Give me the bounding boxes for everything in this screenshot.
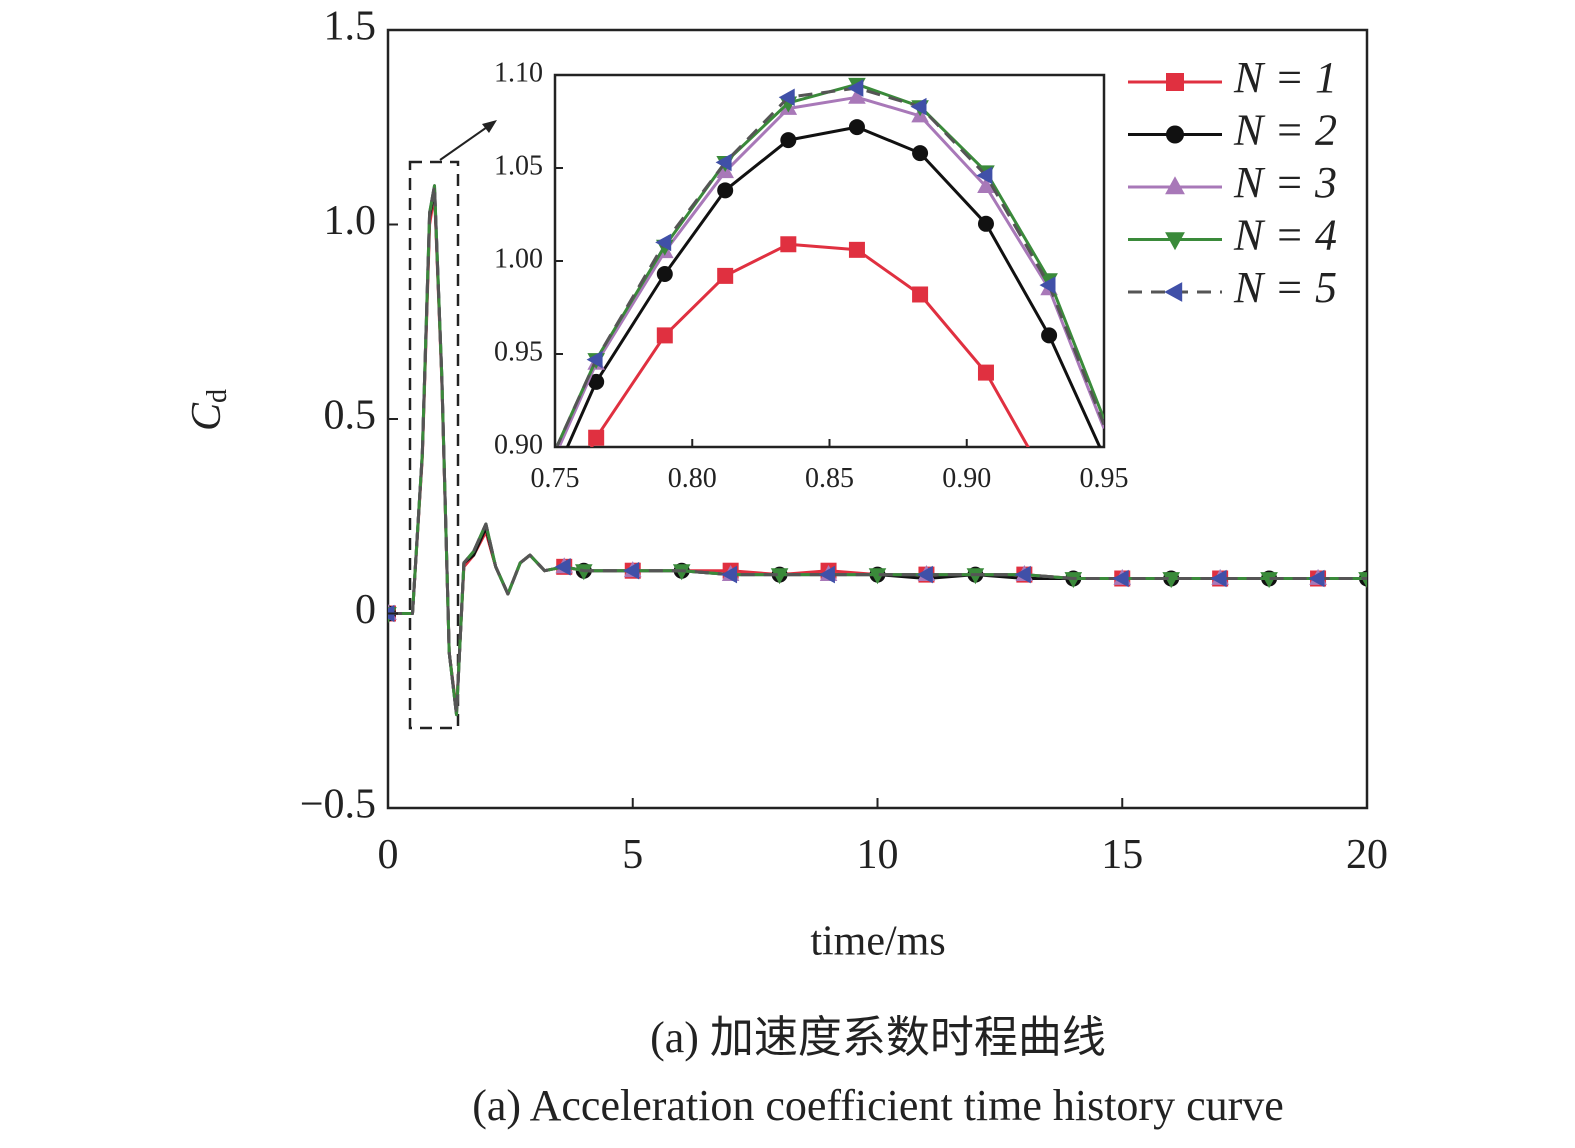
x-tick-label: 0.75	[531, 463, 580, 494]
marker	[715, 153, 732, 172]
marker	[1064, 572, 1083, 589]
series-line	[589, 242, 1030, 447]
marker	[554, 558, 571, 576]
legend-label: N = 4	[1233, 211, 1337, 260]
marker	[1041, 476, 1057, 492]
marker	[1308, 569, 1325, 588]
marker	[721, 565, 738, 584]
legend-label: N = 2	[1233, 106, 1337, 155]
x-tick-label: 15	[1101, 832, 1143, 878]
zoom-arrow	[439, 124, 491, 161]
marker	[910, 97, 927, 116]
marker	[780, 236, 797, 253]
marker	[868, 568, 887, 585]
marker	[778, 88, 795, 107]
marker	[977, 177, 995, 193]
marker	[623, 561, 640, 580]
x-axis-label: time/ms	[810, 919, 945, 965]
series-line	[565, 125, 1102, 447]
marker	[586, 350, 603, 369]
marker	[1112, 569, 1129, 588]
marker	[1039, 276, 1056, 294]
legend-label: N = 1	[1233, 53, 1337, 102]
x-tick-label: 0.95	[1080, 463, 1129, 494]
marker	[976, 166, 993, 185]
marker	[847, 79, 864, 97]
x-tick-label: 0	[378, 832, 399, 878]
y-tick-label: −0.5	[300, 782, 376, 828]
y-tick-label: 1.10	[494, 57, 543, 88]
marker	[848, 119, 865, 136]
zoom-box	[408, 160, 460, 730]
y-tick-label: 0.90	[494, 429, 543, 460]
marker	[1166, 125, 1184, 144]
caption-cn: (a) 加速度系数时程曲线	[650, 1013, 1106, 1062]
marker	[818, 565, 835, 584]
x-tick-label: 0.80	[668, 463, 717, 494]
marker	[1164, 282, 1183, 302]
series-line	[388, 184, 1367, 717]
marker	[912, 286, 929, 303]
zoom-arrow-head	[482, 120, 497, 133]
marker	[1166, 73, 1184, 91]
marker	[966, 568, 985, 585]
marker	[656, 327, 673, 344]
marker	[977, 215, 994, 232]
marker	[780, 132, 797, 149]
y-axis-label: Cd	[184, 389, 234, 431]
marker	[656, 266, 673, 283]
marker	[672, 564, 691, 581]
marker	[575, 564, 593, 581]
marker	[977, 364, 994, 381]
marker	[770, 568, 789, 585]
series-line	[557, 95, 1104, 447]
y-tick-label: 0.95	[494, 336, 543, 367]
x-tick-label: 5	[622, 832, 643, 878]
marker	[717, 267, 734, 284]
series-line	[555, 86, 1104, 447]
legend-label: N = 5	[1233, 263, 1337, 312]
x-tick-label: 0.90	[942, 463, 991, 494]
marker	[912, 145, 929, 162]
marker	[588, 373, 605, 390]
marker	[1041, 327, 1058, 344]
y-tick-label: 1.05	[494, 150, 543, 181]
legend-label: N = 3	[1233, 158, 1337, 207]
caption-en: (a) Acceleration coefficient time histor…	[472, 1081, 1284, 1130]
marker	[916, 565, 933, 584]
y-tick-label: 1.00	[494, 243, 543, 274]
marker	[848, 87, 866, 104]
marker	[655, 233, 672, 252]
y-tick-label: 0.5	[324, 393, 377, 439]
marker	[1260, 572, 1278, 589]
marker	[848, 241, 865, 258]
x-tick-label: 10	[857, 832, 899, 878]
marker	[1210, 569, 1227, 588]
marker	[1014, 565, 1031, 584]
y-tick-label: 1.5	[324, 4, 377, 50]
x-tick-label: 0.85	[805, 463, 854, 494]
x-tick-label: 20	[1346, 832, 1388, 878]
y-tick-label: 0	[355, 587, 376, 633]
marker	[1165, 176, 1185, 195]
inset-frame	[553, 73, 1106, 449]
marker	[1165, 232, 1185, 251]
y-tick-label: 1.0	[324, 198, 377, 244]
marker	[588, 429, 605, 446]
marker	[1358, 572, 1367, 589]
marker	[717, 182, 734, 199]
marker	[1162, 572, 1180, 589]
